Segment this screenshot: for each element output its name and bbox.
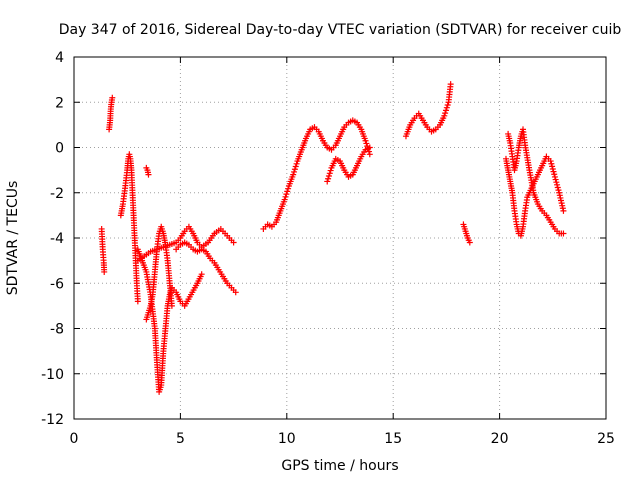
data-point	[553, 179, 560, 186]
data-point	[282, 193, 289, 200]
y-tick-label: -4	[50, 231, 64, 247]
y-tick-label: -6	[50, 276, 64, 292]
data-point	[327, 167, 334, 174]
x-tick-label: 5	[176, 431, 185, 447]
data-point	[441, 112, 448, 119]
data-point	[290, 171, 297, 178]
series-pass_g	[402, 81, 454, 140]
y-tick-label: 2	[55, 95, 64, 111]
data-point	[283, 191, 290, 198]
data-point	[293, 160, 300, 167]
y-tick-label: -12	[41, 412, 64, 428]
x-axis-ticks: 0 5 10 15 20 25	[70, 57, 615, 447]
series-pass_a_isolated	[143, 164, 152, 178]
data-point	[291, 168, 298, 175]
data-point	[145, 171, 152, 178]
y-tick-label: -2	[50, 186, 64, 202]
data-point	[230, 239, 237, 246]
chart-title: Day 347 of 2016, Sidereal Day-to-day VTE…	[59, 22, 622, 38]
series-isolated_early	[98, 225, 108, 275]
y-tick-label: -10	[41, 367, 64, 383]
series-pass_d_band	[134, 223, 237, 264]
data-point	[549, 163, 556, 170]
series-pass_e_decline	[173, 239, 239, 296]
data-point	[554, 181, 561, 188]
data-point	[552, 176, 559, 183]
data-points	[98, 81, 567, 395]
data-point	[560, 207, 567, 214]
data-point	[551, 171, 558, 178]
data-point	[366, 144, 373, 151]
data-point	[554, 184, 561, 191]
data-point	[366, 151, 373, 158]
data-point	[291, 166, 298, 173]
series-pass_h	[460, 221, 473, 246]
data-point	[292, 163, 299, 170]
series-early_high	[106, 94, 116, 133]
data-point	[560, 230, 567, 237]
data-point	[109, 94, 116, 101]
data-point	[198, 271, 205, 278]
data-point	[442, 107, 449, 114]
data-point	[101, 268, 108, 275]
y-axis-ticks: 4 2 0 -2 -4 -6 -8 -10 -12	[41, 50, 606, 428]
series-pass_a_rise	[117, 151, 141, 305]
data-point	[325, 173, 332, 180]
x-tick-label: 20	[491, 431, 509, 447]
data-point	[466, 239, 473, 246]
series-pass_f_rise	[260, 117, 373, 232]
data-point	[232, 289, 239, 296]
data-point	[284, 188, 291, 195]
x-tick-label: 15	[384, 431, 402, 447]
x-tick-label: 10	[278, 431, 296, 447]
data-point	[285, 185, 292, 192]
data-point	[551, 173, 558, 180]
data-point	[281, 196, 288, 203]
series-pass_b_dip	[134, 246, 205, 395]
y-tick-label: 4	[55, 50, 64, 66]
data-point	[134, 298, 141, 305]
data-point	[549, 165, 556, 172]
y-axis-label: SDTVAR / TECUs	[5, 181, 21, 296]
data-point	[555, 187, 562, 194]
grid	[74, 57, 606, 419]
data-point	[168, 302, 175, 309]
data-point	[325, 175, 332, 182]
data-point	[443, 104, 450, 111]
data-point	[362, 137, 369, 144]
series-pass_c_low	[143, 223, 175, 323]
x-tick-label: 25	[597, 431, 615, 447]
data-point	[547, 158, 554, 165]
y-tick-label: 0	[55, 141, 64, 157]
series-pass_j	[505, 126, 567, 237]
data-point	[447, 81, 454, 88]
data-point	[324, 178, 331, 185]
x-tick-label: 0	[70, 431, 79, 447]
x-axis-label: GPS time / hours	[281, 458, 398, 474]
data-point	[442, 110, 449, 117]
data-point	[550, 168, 557, 175]
data-point	[548, 160, 555, 167]
y-tick-label: -8	[50, 322, 64, 338]
data-point	[326, 170, 333, 177]
data-point	[363, 140, 370, 147]
series-pass_f_dip	[324, 144, 373, 185]
data-point	[444, 101, 451, 108]
